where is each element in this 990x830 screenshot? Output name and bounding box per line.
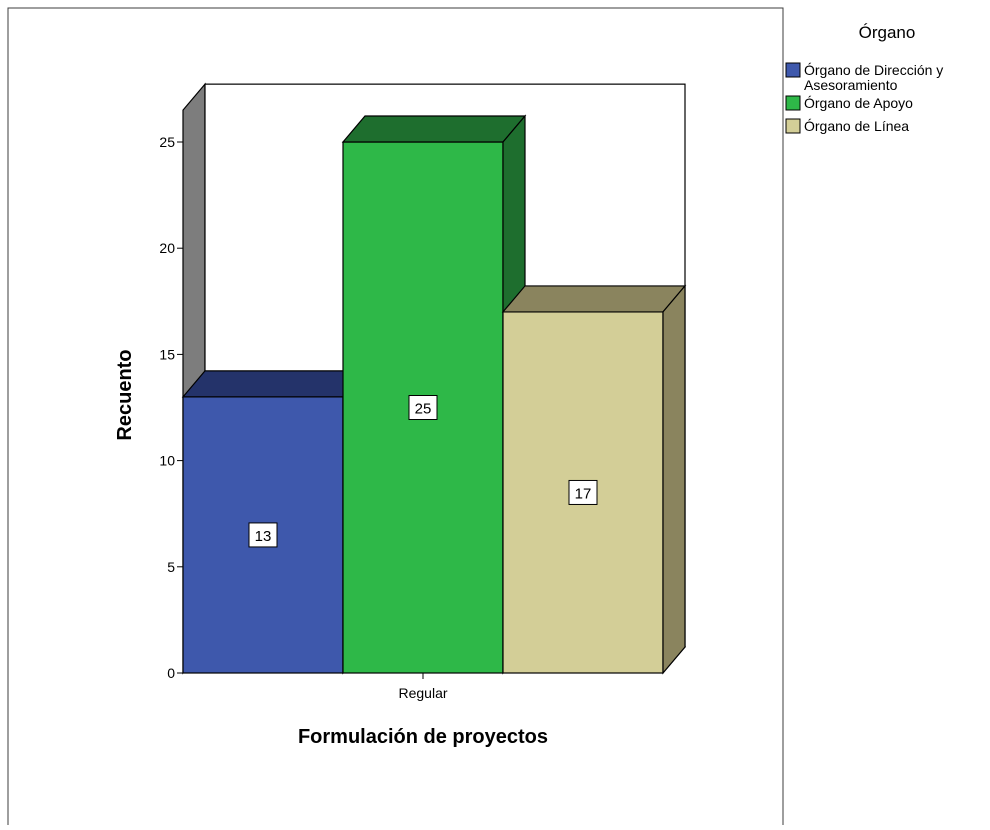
- y-tick-label: 0: [167, 665, 175, 681]
- x-axis-title: Formulación de proyectos: [298, 726, 548, 748]
- bar-group: 17: [501, 284, 687, 675]
- legend-label: Órgano de Apoyo: [804, 95, 913, 111]
- legend-swatch: [785, 118, 801, 134]
- legend-swatch: [785, 62, 801, 78]
- y-tick-label: 10: [159, 453, 175, 469]
- bar-top: [181, 370, 367, 398]
- legend-item: Órgano de Dirección y Asesoramiento: [785, 62, 943, 93]
- legend-title: Órgano: [859, 23, 916, 42]
- y-axis-title: Recuento: [114, 349, 136, 440]
- bar-top: [501, 285, 687, 313]
- data-label-box: [568, 479, 598, 505]
- data-label-box: [408, 395, 438, 420]
- data-label: 25: [415, 401, 432, 418]
- bar-group: 13: [181, 369, 367, 675]
- y-tick-label: 15: [159, 346, 175, 362]
- bar-top: [341, 115, 527, 143]
- data-label-box: [248, 522, 278, 548]
- legend-label: Órgano de Dirección y Asesoramiento: [804, 62, 943, 93]
- data-label: 13: [255, 528, 272, 545]
- legend-item: Órgano de Línea: [785, 118, 909, 134]
- bar-group: 25: [341, 114, 527, 675]
- legend-swatch: [785, 95, 801, 111]
- legend-label-line: Asesoramiento: [804, 77, 898, 93]
- data-label: 17: [575, 485, 592, 502]
- bar-side: [662, 284, 686, 675]
- legend-label-line: Órgano de Dirección y: [804, 62, 943, 78]
- y-tick-label: 20: [159, 240, 175, 256]
- x-tick-label: Regular: [398, 685, 447, 701]
- y-tick-label: 25: [159, 134, 175, 150]
- y-tick-label: 5: [167, 559, 175, 575]
- legend-label: Órgano de Línea: [804, 118, 909, 134]
- legend-item: Órgano de Apoyo: [785, 95, 913, 111]
